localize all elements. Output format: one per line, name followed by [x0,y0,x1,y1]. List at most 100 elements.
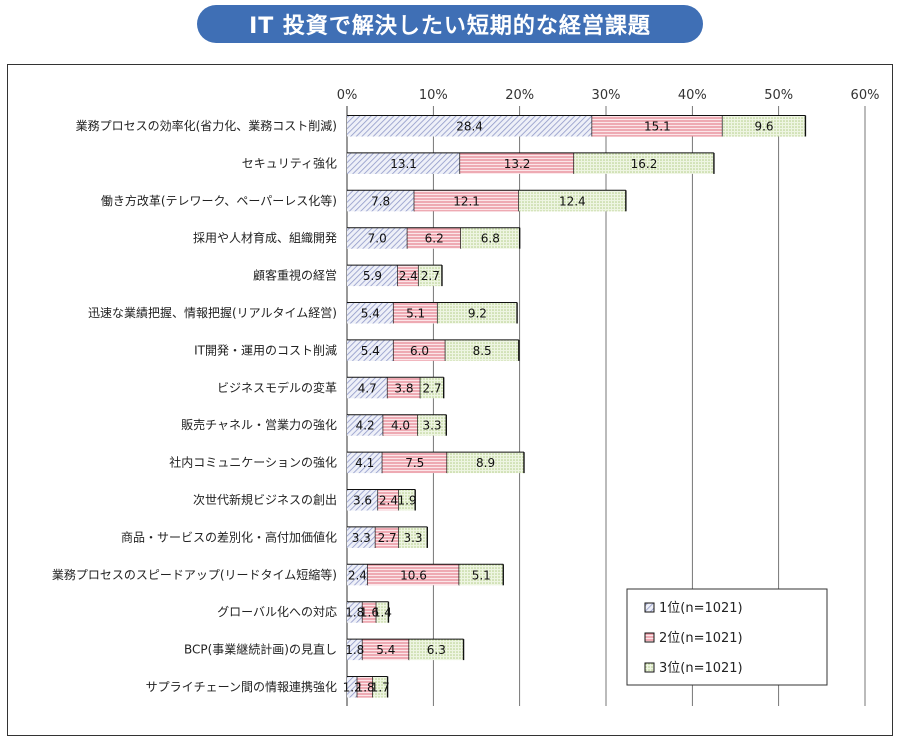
legend-label: 1位(n=1021) [659,601,743,616]
data-label: 1.8 [345,643,364,657]
bar-segment [418,265,442,287]
bar-segment [347,489,379,511]
data-label: 28.4 [456,120,483,134]
category-label: ビジネスモデルの変革 [217,380,337,395]
x-tick-label: 30% [592,88,621,103]
bar-segment [420,377,444,399]
x-tick-label: 10% [419,88,448,103]
category-label: 顧客重視の経営 [253,268,337,283]
data-label: 5.4 [376,643,395,657]
data-label: 16.2 [631,157,658,171]
data-label: 7.0 [368,232,387,246]
bar-segment [414,190,519,212]
category-label: 採用や人材育成、組織開発 [193,230,337,245]
x-tick-label: 40% [678,88,707,103]
bar-segment [375,526,399,548]
data-label: 1.6 [360,606,379,620]
bar-segment [447,452,524,474]
legend-swatch [644,632,655,643]
data-label: 9.2 [468,307,487,321]
bar-segment [347,526,376,548]
category-label: 業務プロセスの効率化(省力化、業務コスト削減) [76,118,337,133]
bar-segment [347,265,398,287]
data-label: 2.7 [421,269,440,283]
bar-segment [347,564,368,586]
x-tick-label: 60% [851,88,880,103]
data-label: 8.9 [476,456,495,470]
data-label: 1.8 [356,681,375,695]
data-label: 7.8 [371,194,390,208]
bar-segment [383,414,418,436]
bar-segment [397,265,419,287]
data-label: 6.3 [427,643,446,657]
bar-segment [372,676,388,698]
bar-segment [347,414,384,436]
bar-segment [347,339,394,361]
legend-swatch [644,662,655,673]
bar-segment [460,152,575,174]
bar-segment [382,452,448,474]
data-label: 10.6 [400,568,427,582]
data-label: 12.1 [453,194,480,208]
bar-segment [367,564,460,586]
data-label: 2.4 [399,269,418,283]
data-label: 2.4 [348,568,367,582]
data-label: 4.0 [391,419,410,433]
bar-segment [347,227,408,249]
data-label: 13.1 [390,157,417,171]
data-label: 3.3 [352,531,371,545]
data-label: 4.1 [355,456,374,470]
bar-segment [347,190,415,212]
bar-segment [459,564,504,586]
data-label: 1.7 [371,681,390,695]
data-label: 5.1 [472,568,491,582]
data-label: 3.6 [353,494,372,508]
category-label: サプライチェーン間の情報連携強化 [146,679,337,694]
bar-segment [362,601,377,623]
category-label: 働き方改革(テレワーク、ペーパーレス化等) [101,193,337,208]
category-label: 次世代新規ビジネスの創出 [193,492,337,507]
bar-segment [357,676,373,698]
bar-segment [445,339,519,361]
x-tick-label: 50% [764,88,793,103]
bar-segment [393,302,438,324]
data-label: 5.1 [406,307,425,321]
bar-segment [417,414,447,436]
data-label: 7.5 [405,456,424,470]
data-label: 6.0 [410,344,429,358]
data-label: 15.1 [644,120,671,134]
data-label: 9.6 [754,120,773,134]
bar-segment [347,452,383,474]
category-label: 商品・サービスの差別化・高付加価値化 [121,529,337,544]
data-label: 6.2 [425,232,444,246]
bar-segment [518,190,626,212]
category-label: グローバル化への対応 [217,605,337,619]
data-label: 5.4 [361,344,380,358]
bar-segment [387,377,421,399]
data-label: 3.3 [422,419,441,433]
bar-segment [398,489,416,511]
bar-segment [362,639,410,661]
data-label: 3.8 [394,381,413,395]
data-label: 2.4 [379,494,398,508]
legend-label: 2位(n=1021) [659,631,743,646]
category-label: IT開発・運用のコスト削減 [194,342,337,357]
data-label: 1.4 [373,606,392,620]
category-label: セキュリティ強化 [242,156,337,170]
bar-segment [347,377,388,399]
bar-segment [722,115,806,137]
bar-segment [347,639,363,661]
data-label: 2.7 [378,531,397,545]
bar-segment [409,639,464,661]
data-label: 1.2 [343,681,362,695]
bar-segment [437,302,518,324]
category-label: 販売チャネル・営業力の強化 [181,417,337,432]
data-label: 1.9 [397,494,416,508]
data-label: 5.9 [363,269,382,283]
bar-segment [347,302,394,324]
category-label: 迅速な業績把握、情報把握(リアルタイム経営) [88,305,337,320]
bar-segment [347,676,358,698]
bar-segment [592,115,723,137]
category-label: BCP(事業継続計画)の見直し [184,642,337,657]
